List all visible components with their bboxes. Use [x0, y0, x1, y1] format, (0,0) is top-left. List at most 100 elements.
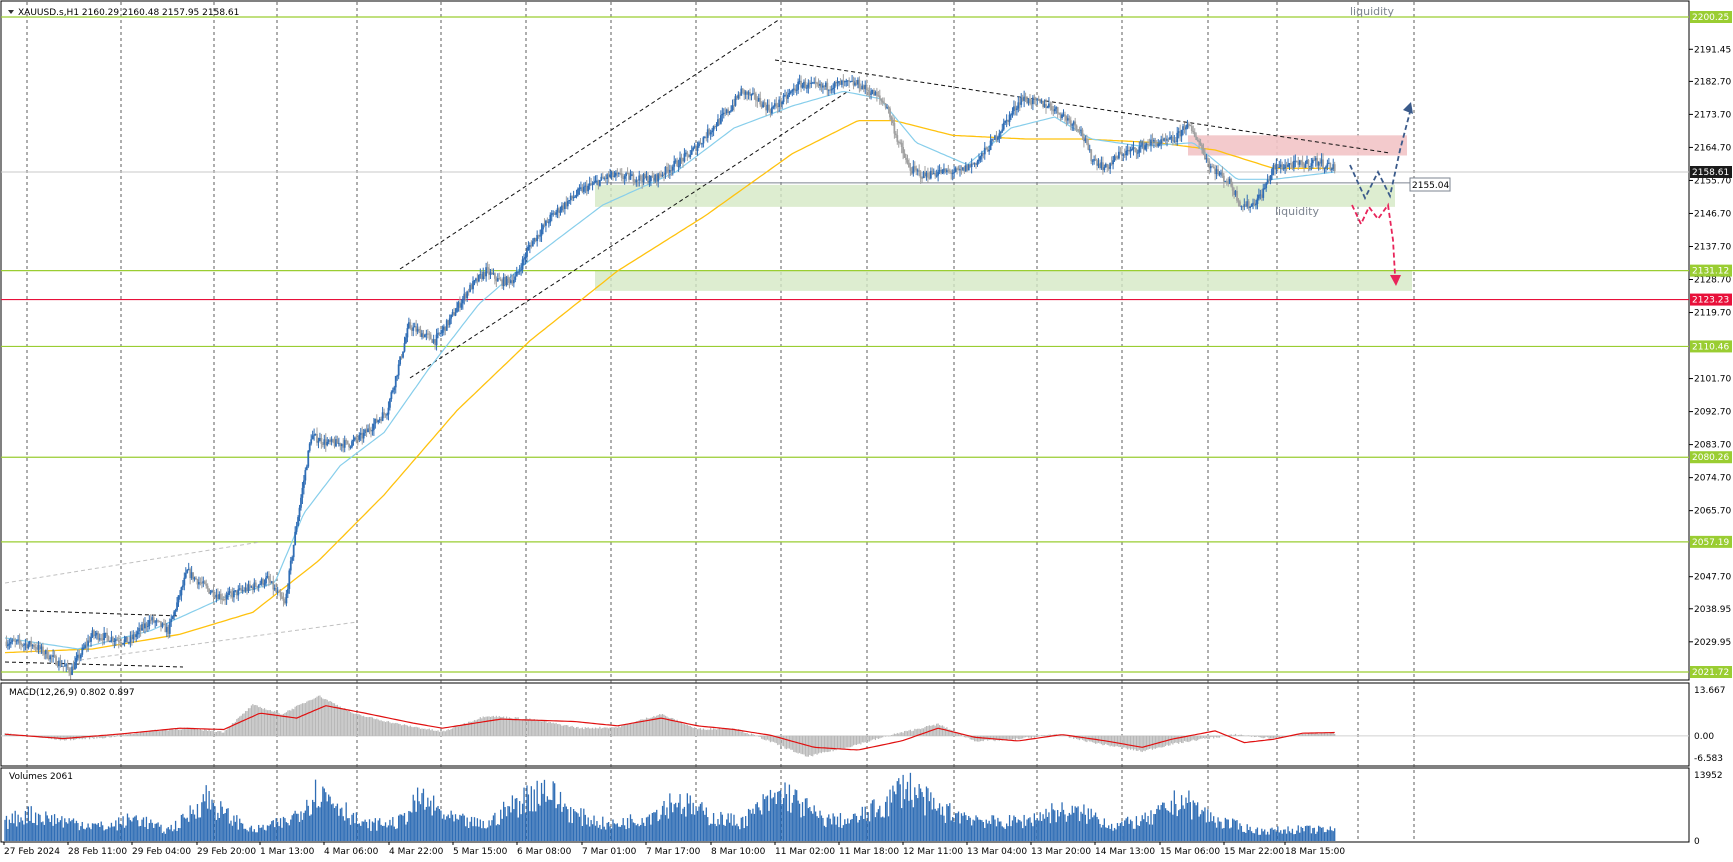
candle-body: [270, 581, 273, 583]
candle-body: [747, 92, 750, 95]
candle: [670, 165, 673, 176]
candle: [498, 272, 501, 280]
candle: [1101, 156, 1104, 175]
candle: [1107, 164, 1110, 171]
candle: [633, 179, 636, 185]
candle: [78, 649, 81, 665]
candle-body: [23, 644, 25, 646]
candle: [180, 586, 183, 602]
candle-body: [383, 412, 385, 415]
candle-body: [916, 170, 919, 172]
candle-body: [184, 572, 187, 578]
candle-body: [1230, 178, 1233, 187]
candle-body: [1237, 200, 1240, 202]
candle-body: [994, 135, 996, 140]
candle: [938, 164, 941, 175]
candle-body: [442, 326, 445, 330]
candle-body: [1123, 154, 1126, 156]
candle: [77, 649, 79, 661]
candle: [854, 77, 856, 87]
candle: [671, 164, 674, 176]
candle-body: [985, 147, 988, 149]
candle: [718, 118, 721, 126]
candle: [528, 242, 531, 254]
candle: [811, 81, 814, 84]
candle-body: [354, 437, 356, 440]
candle: [772, 105, 775, 110]
main-panel[interactable]: [0, 0, 1690, 681]
candle-body: [1211, 166, 1214, 168]
candle: [588, 176, 591, 190]
candle-body: [491, 272, 493, 274]
candle-body: [1307, 159, 1310, 167]
candle-body: [622, 177, 625, 179]
candle-body: [807, 82, 810, 88]
candle-body: [310, 439, 313, 444]
candle-body: [212, 590, 215, 597]
candle-body: [1157, 143, 1160, 147]
candle-body: [480, 274, 483, 280]
candle: [1004, 120, 1007, 125]
symbol-header[interactable]: XAUUSD.s,H1 2160.29 2160.48 2157.95 2158…: [8, 8, 239, 18]
candle-body: [883, 102, 886, 104]
bullish-arrow-head-icon: [1403, 102, 1413, 114]
candle-body: [281, 596, 283, 599]
candle-body: [1142, 142, 1145, 150]
candle-body: [689, 154, 692, 158]
candle-body: [65, 664, 68, 666]
candle-body: [412, 327, 415, 331]
candle-body: [1005, 119, 1008, 121]
candle: [37, 640, 40, 654]
candle-body: [313, 434, 315, 436]
candle: [279, 589, 282, 601]
candle-body: [1027, 98, 1030, 104]
price-levels: [1, 16, 1689, 673]
candle-body: [518, 269, 521, 272]
candle: [259, 580, 262, 586]
candle: [1309, 165, 1311, 171]
candle-body: [1233, 190, 1235, 195]
candle-body: [817, 84, 820, 86]
candle-body: [308, 443, 311, 451]
candle: [931, 167, 934, 176]
candle: [501, 278, 504, 289]
candle-body: [78, 654, 81, 659]
candle-body: [832, 87, 835, 90]
candle: [326, 437, 329, 447]
candle-body: [164, 623, 167, 633]
candle-body: [527, 246, 530, 251]
candle-body: [1135, 148, 1138, 153]
candle-body: [569, 195, 572, 201]
candle-body: [546, 220, 549, 223]
dropdown-triangle-icon[interactable]: [8, 10, 14, 14]
channel-lower-line: [409, 89, 851, 379]
time-tick-label: 27 Feb 2024: [4, 847, 60, 857]
hline-price-label[interactable]: 2155.04: [1409, 177, 1451, 192]
candle-body: [263, 583, 266, 585]
candle: [1066, 114, 1069, 125]
candle: [1083, 133, 1085, 148]
candle-body: [257, 584, 260, 588]
candle: [648, 175, 651, 187]
candle: [1125, 145, 1128, 161]
candle: [641, 174, 644, 189]
candle: [1199, 138, 1202, 147]
candle-body: [1287, 164, 1289, 167]
candle: [778, 96, 781, 113]
candle: [94, 630, 97, 639]
candle: [407, 317, 410, 330]
candle: [163, 618, 165, 626]
candle-body: [635, 179, 638, 183]
candle: [843, 80, 846, 87]
candle-body: [1078, 130, 1081, 132]
candle: [158, 620, 161, 623]
candle-body: [1256, 198, 1259, 204]
candle-body: [738, 94, 741, 96]
candle: [34, 643, 37, 652]
candle-body: [1017, 102, 1020, 109]
candle-body: [580, 187, 582, 189]
candle: [1233, 187, 1235, 199]
red-level-tag-text: 2123.23: [1692, 296, 1729, 306]
candle-body: [848, 80, 851, 82]
